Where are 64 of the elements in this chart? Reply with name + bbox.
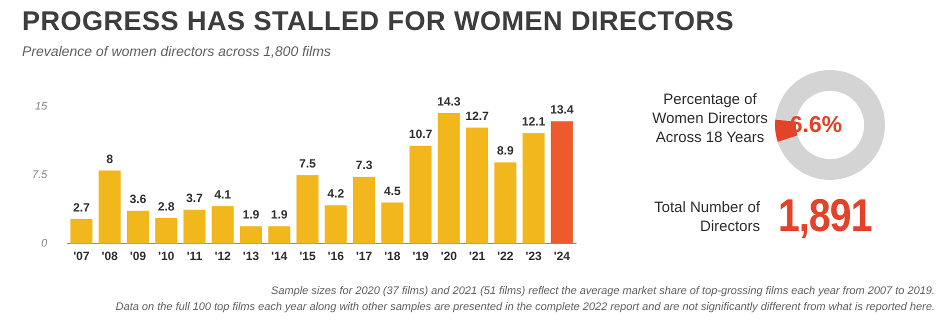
data-label: 13.4 — [550, 102, 574, 117]
y-tick-label: 15 — [35, 100, 48, 113]
text: 1,891 — [778, 188, 872, 242]
bar — [240, 226, 262, 244]
data-label: 4.2 — [327, 186, 344, 201]
data-label: 2.8 — [158, 199, 175, 214]
x-tick-label: '23 — [526, 249, 542, 264]
bar — [353, 176, 376, 244]
data-label: 8 — [106, 152, 114, 166]
x-tick-label: '14 — [271, 249, 288, 264]
data-label: 7.5 — [299, 156, 316, 170]
data-label: 8.9 — [497, 144, 514, 158]
x-tick-label: '16 — [328, 249, 344, 264]
y-tick-label: 7.5 — [32, 169, 48, 182]
data-label: 1.9 — [242, 208, 260, 222]
data-label: 12.7 — [465, 108, 490, 123]
bar — [324, 205, 347, 244]
x-tick-label: '09 — [130, 249, 146, 264]
x-tick-label: '11 — [186, 249, 203, 264]
data-label: 4.5 — [384, 184, 401, 198]
data-label: 7.3 — [356, 158, 373, 172]
bar — [155, 218, 178, 244]
text: Sample sizes for 2020 (37 films) and 2021 (51 films) reflect the average market share of top-grossing films each year from 2007 to 2019. — [270, 285, 935, 297]
bar — [550, 121, 573, 244]
bar — [381, 202, 404, 244]
chart-subtitle: Prevalence of women directors across 1,800 films — [22, 43, 331, 59]
bar — [466, 128, 488, 244]
x-tick-label: '10 — [158, 249, 175, 264]
data-label: 1.9 — [270, 208, 288, 222]
y-tick-label: 0 — [41, 238, 48, 250]
x-tick-label: '19 — [412, 249, 429, 264]
bar — [296, 175, 319, 244]
bar — [268, 226, 290, 244]
bar — [183, 210, 206, 244]
data-label: 3.7 — [186, 191, 204, 206]
x-tick-label: '20 — [440, 249, 458, 264]
bar — [410, 146, 432, 244]
bar — [126, 210, 149, 244]
x-tick-label: '22 — [497, 249, 514, 264]
data-label: 3.6 — [130, 192, 147, 206]
bar — [98, 170, 121, 244]
x-tick-label: '12 — [214, 249, 232, 264]
text: Percentage of Women Directors Across 18 Years — [651, 90, 769, 147]
x-tick-label: '24 — [554, 249, 570, 264]
data-label: 10.7 — [408, 127, 433, 142]
x-tick-label: '21 — [468, 249, 486, 264]
chart-title: PROGRESS HAS STALLED FOR WOMEN DIRECTORS — [22, 6, 734, 37]
bar — [522, 133, 545, 244]
text: Data on the full 100 top films each year along with other samples are presented in the complete 2022 report and are not significantly different from what is reported here. — [114, 301, 935, 313]
data-label: 14.3 — [437, 94, 461, 108]
data-label: 4.1 — [214, 187, 232, 202]
x-tick-label: '15 — [299, 249, 316, 264]
x-tick-label: '07 — [73, 249, 90, 264]
x-tick-label: '13 — [242, 249, 260, 264]
data-label: 12.1 — [522, 114, 546, 128]
text: Total Number of Directors — [653, 198, 760, 236]
x-tick-label: '18 — [384, 249, 401, 264]
bar — [438, 112, 460, 244]
x-tick-label: '17 — [356, 249, 372, 264]
x-tick-label: '08 — [102, 249, 118, 264]
bar — [70, 218, 92, 244]
data-label: 2.7 — [73, 200, 90, 214]
bar — [212, 206, 234, 244]
bar — [494, 162, 516, 244]
